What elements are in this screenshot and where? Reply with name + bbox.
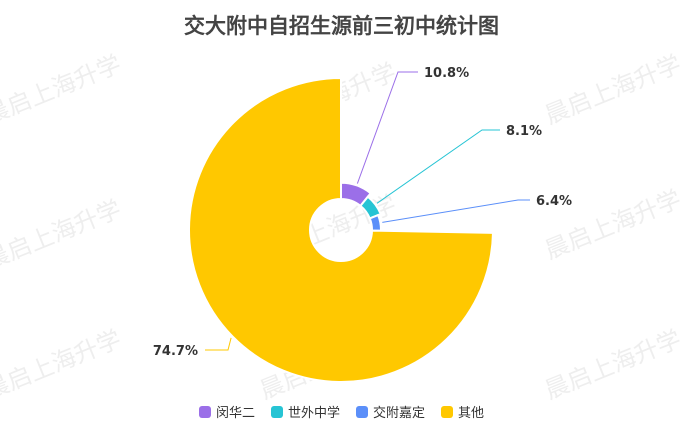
pie-slice-其他[interactable] [188, 76, 494, 383]
chart-title: 交大附中自招生源前三初中统计图 [184, 14, 499, 38]
pie-slice-交附嘉定[interactable] [368, 213, 382, 232]
leader-line [382, 199, 530, 223]
legend-label: 其他 [458, 406, 485, 421]
legend-item[interactable]: 交附嘉定 [356, 402, 425, 421]
leader-line [205, 337, 232, 351]
legend-swatch [198, 405, 211, 418]
legend-item[interactable]: 闵华二 [198, 402, 255, 421]
leader-line [376, 129, 500, 204]
leader-line [356, 71, 418, 184]
legend-swatch [356, 405, 368, 418]
data-label: 8.1% [506, 124, 542, 139]
legend: 闵华二 世外中学 交附嘉定 其他 [0, 402, 683, 421]
legend-item[interactable]: 世外中学 [270, 402, 340, 421]
legend-swatch [270, 405, 283, 418]
legend-label: 闵华二 [215, 406, 255, 421]
data-label: 10.8% [424, 66, 469, 81]
legend-label: 世外中学 [287, 406, 340, 421]
legend-item[interactable]: 其他 [441, 402, 484, 421]
legend-label: 交附嘉定 [373, 406, 426, 421]
data-label: 6.4% [536, 194, 572, 209]
data-label: 74.7% [153, 344, 198, 359]
legend-swatch [441, 405, 454, 418]
